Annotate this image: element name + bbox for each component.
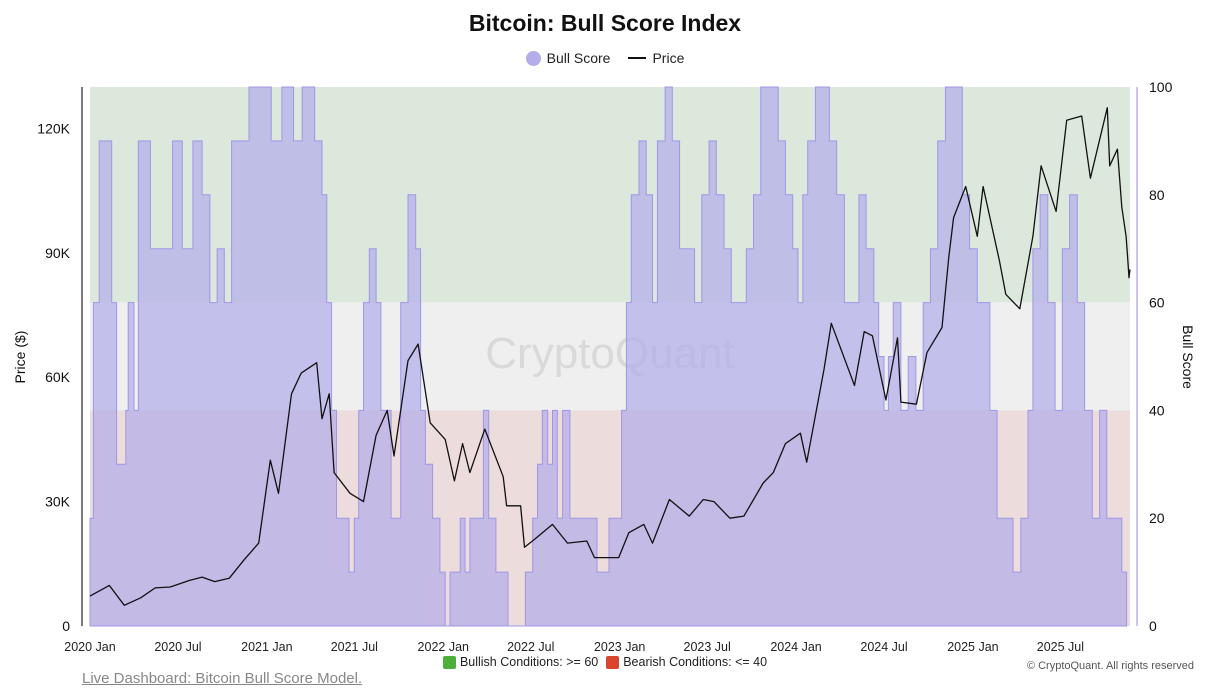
bull-score-series xyxy=(89,86,1128,627)
y-left-tick-label: 90K xyxy=(45,245,71,261)
price-line xyxy=(89,107,1131,606)
y-left-tick-label: 0 xyxy=(62,618,70,634)
bullish-conditions-label: Bullish Conditions: >= 60 xyxy=(459,655,599,669)
y-left-tick-label: 120K xyxy=(37,120,70,136)
x-axis: 2020 Jan 2020 Jul 2021 Jan 2021 Jul 2022 Jan… xyxy=(64,640,1084,654)
y-right-tick-label: 0 xyxy=(1149,618,1157,634)
live-dashboard-link[interactable]: Live Dashboard: Bitcoin Bull Score Model… xyxy=(82,670,363,687)
x-tick-label: 2024 Jul xyxy=(860,640,907,654)
legend-label-price: Price xyxy=(652,50,685,66)
chart-legend: Bull Score Price xyxy=(0,50,1210,66)
x-tick-label: 2022 Jan xyxy=(418,640,469,654)
y-right-tick-label: 80 xyxy=(1149,187,1165,203)
x-tick-label: 2023 Jan xyxy=(594,640,645,654)
bullish-swatch xyxy=(442,655,456,669)
bearish-swatch xyxy=(606,655,620,669)
y-right-tick-label: 60 xyxy=(1149,295,1165,311)
conditions-legend: Bullish Conditions: >= 60 Bearish Condit… xyxy=(0,655,1210,669)
x-tick-label: 2024 Jan xyxy=(770,640,821,654)
y-left-axis: 0 30K 60K 90K 120K xyxy=(37,120,70,634)
legend-label-bull-score: Bull Score xyxy=(546,50,611,66)
y-right-axis: 0 20 40 60 80 100 xyxy=(1149,79,1173,634)
x-tick-label: 2025 Jan xyxy=(947,640,998,654)
y-left-tick-label: 30K xyxy=(45,494,71,510)
chart-title: Bitcoin: Bull Score Index xyxy=(468,10,742,36)
x-tick-label: 2021 Jan xyxy=(241,640,292,654)
y-left-axis-label: Price ($) xyxy=(12,331,28,384)
y-right-tick-label: 20 xyxy=(1149,510,1165,526)
axes xyxy=(81,87,1138,626)
bearish-conditions-label: Bearish Conditions: <= 40 xyxy=(623,655,768,669)
x-tick-label: 2025 Jul xyxy=(1037,640,1084,654)
legend-swatch-price xyxy=(628,57,647,59)
y-left-tick-label: 60K xyxy=(45,369,71,385)
legend-item-bull-score[interactable]: Bull Score xyxy=(525,50,611,66)
x-tick-label: 2023 Jul xyxy=(684,640,731,654)
y-right-axis-label: Bull Score xyxy=(1180,325,1196,389)
x-tick-label: 2021 Jul xyxy=(331,640,378,654)
y-right-tick-label: 40 xyxy=(1149,402,1165,418)
copyright-notice: © CryptoQuant. All rights reserved xyxy=(1026,660,1194,672)
y-right-tick-label: 100 xyxy=(1149,79,1173,95)
bull-score-area xyxy=(89,86,1128,627)
legend-swatch-bull-score xyxy=(525,50,541,66)
x-tick-label: 2020 Jul xyxy=(154,640,201,654)
x-tick-label: 2020 Jan xyxy=(64,640,115,654)
price-series xyxy=(89,107,1131,606)
x-tick-label: 2022 Jul xyxy=(507,640,554,654)
legend-item-price[interactable]: Price xyxy=(628,50,684,66)
